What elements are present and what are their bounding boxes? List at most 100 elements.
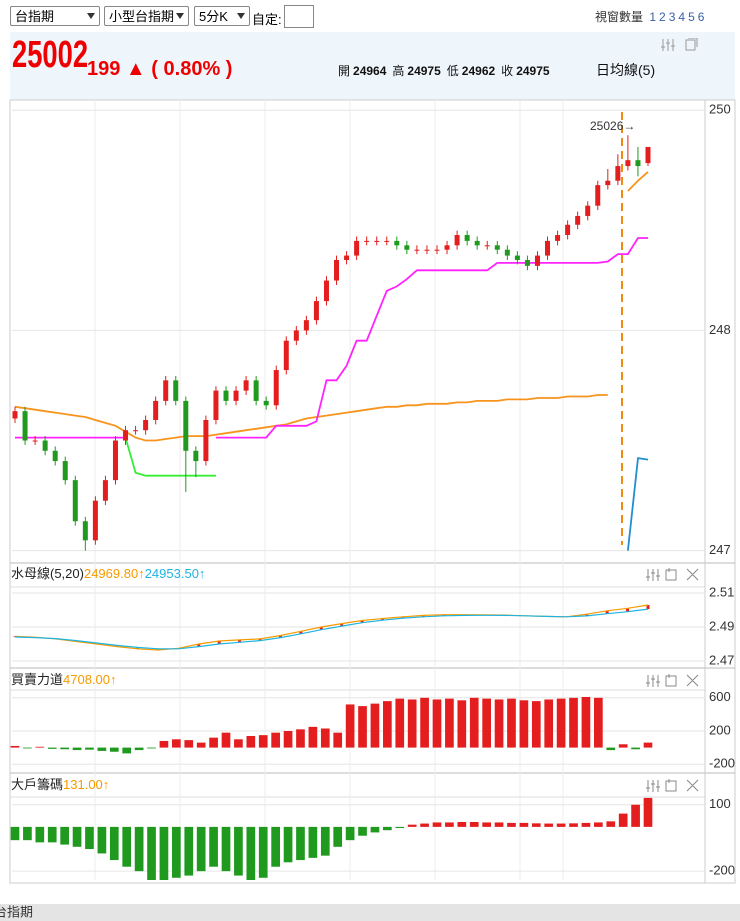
bar	[122, 747, 132, 754]
y-tick-label: 2.47	[709, 652, 734, 667]
candle-body	[92, 500, 98, 541]
bar	[469, 697, 479, 748]
candle-body	[72, 480, 78, 522]
line	[124, 437, 216, 477]
y-tick-label: 248	[709, 322, 731, 337]
bar	[72, 826, 82, 847]
candle-body	[52, 450, 58, 462]
bar	[358, 706, 367, 748]
bar	[184, 826, 194, 876]
bar	[308, 726, 318, 748]
candle-body	[404, 245, 410, 250]
bar	[631, 747, 640, 750]
window-option[interactable]: 6	[697, 10, 705, 24]
bar	[345, 704, 355, 748]
panel-icons[interactable]	[660, 38, 705, 52]
window-option[interactable]: 1	[649, 10, 657, 24]
window-option[interactable]: 3	[668, 10, 676, 24]
candle-body	[384, 240, 390, 242]
candle-body	[22, 411, 28, 441]
bar	[283, 731, 293, 748]
select[interactable]: 台指期	[10, 6, 100, 26]
bar	[457, 822, 467, 827]
candle-body	[313, 301, 319, 321]
bar	[618, 744, 628, 748]
bar	[407, 699, 417, 748]
select[interactable]: 5分K	[194, 6, 250, 26]
window-option[interactable]: 5	[688, 10, 695, 24]
bar	[482, 822, 491, 827]
change-pct: ( 0.80% )	[151, 58, 233, 80]
bar	[147, 826, 156, 880]
bar	[221, 826, 231, 872]
bar	[457, 700, 467, 748]
window-option[interactable]: 4	[678, 10, 686, 24]
bar	[643, 797, 653, 827]
candle-body	[153, 400, 159, 420]
window-option[interactable]: 2	[659, 10, 666, 24]
candle-body	[635, 160, 641, 167]
candle-body	[615, 166, 621, 181]
icon	[646, 568, 699, 581]
bar	[544, 699, 554, 748]
candle-body	[464, 235, 470, 241]
title: 大戶籌碼	[11, 777, 63, 792]
candle-body	[173, 380, 179, 401]
candle-body	[344, 255, 350, 260]
candle-body	[303, 320, 309, 331]
candle-body	[595, 185, 601, 206]
chart-frame	[9, 99, 736, 884]
bar	[60, 747, 69, 750]
panel-icons[interactable]	[646, 568, 699, 581]
candle-body	[534, 255, 540, 266]
bar	[271, 732, 280, 748]
bar	[109, 747, 119, 752]
panel-icons[interactable]	[646, 779, 699, 792]
candle-body	[32, 440, 38, 442]
bottom-tab: 台指期	[0, 904, 33, 919]
value-label: 131.00↑	[63, 777, 109, 792]
bar	[159, 740, 169, 748]
candle-body	[193, 450, 199, 462]
candle-body	[575, 215, 581, 225]
line	[14, 171, 649, 442]
ohlc-value: 24975	[407, 64, 441, 78]
candle-body	[253, 380, 259, 401]
bar	[97, 826, 107, 854]
y-tick-label: 2.49	[709, 618, 734, 633]
candle-body	[233, 390, 239, 401]
bar	[184, 740, 194, 748]
bar	[35, 746, 45, 748]
candle-body	[454, 235, 460, 246]
candle-body	[645, 146, 651, 164]
change: 199 ▲ ( 0.80% )	[87, 58, 232, 81]
bar	[420, 697, 429, 748]
custom-input[interactable]	[284, 5, 314, 28]
line	[627, 457, 649, 551]
candle-body	[585, 205, 591, 216]
ohlc-value: 24964	[353, 64, 387, 78]
ohlc-value: 24975	[516, 64, 550, 78]
bar	[258, 826, 268, 878]
bar	[482, 698, 491, 748]
bar	[544, 823, 554, 827]
select[interactable]: 小型台指期	[104, 6, 189, 26]
bar	[35, 826, 45, 843]
candle-body	[605, 180, 611, 186]
bar	[333, 732, 343, 748]
candle-body	[203, 419, 209, 462]
bar	[395, 826, 405, 828]
custom-label: 自定:	[252, 12, 282, 27]
bar	[407, 824, 417, 827]
candle-body	[545, 240, 551, 256]
bar	[221, 732, 231, 748]
bar	[209, 826, 218, 867]
panel-icons[interactable]	[646, 674, 699, 687]
bar	[383, 701, 392, 748]
candle-body	[514, 255, 520, 260]
bar	[494, 699, 504, 748]
bar	[196, 742, 206, 748]
candle-body	[133, 430, 139, 432]
bar	[258, 735, 268, 748]
